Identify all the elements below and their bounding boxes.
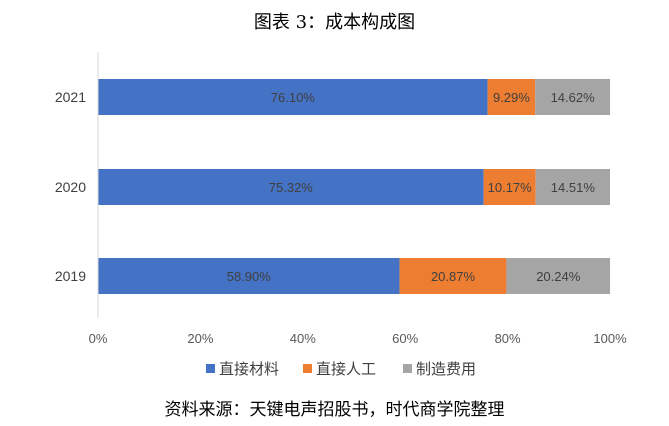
x-tick-label: 20%: [187, 331, 213, 346]
x-tick-label: 80%: [495, 331, 521, 346]
bars-group: [98, 79, 611, 294]
data-label: 58.90%: [227, 269, 272, 284]
x-axis: 0% 20% 40% 60% 80% 100%: [89, 331, 627, 346]
legend-swatch: [403, 364, 412, 373]
y-tick-label: 2020: [55, 179, 86, 195]
data-labels-group: 76.10% 9.29% 14.62% 75.32% 10.17% 14.51% 58.90…: [227, 90, 596, 284]
chart-title: 图表 3：成本构成图: [253, 12, 416, 33]
data-label: 76.10%: [271, 90, 316, 105]
x-tick-label: 60%: [392, 331, 418, 346]
bar-segment: [98, 79, 488, 115]
bar-segment: [98, 258, 400, 294]
legend-label: 直接材料: [219, 360, 279, 378]
x-tick-label: 0%: [89, 331, 108, 346]
y-tick-label: 2021: [55, 89, 86, 105]
data-label: 75.32%: [269, 180, 314, 195]
data-label: 20.24%: [536, 269, 581, 284]
y-tick-label: 2019: [55, 268, 86, 284]
source-note: 资料来源：天键电声招股书，时代商学院整理: [164, 400, 505, 420]
data-label: 9.29%: [493, 90, 530, 105]
bar-segment: [483, 169, 536, 205]
bar-segment: [506, 258, 611, 294]
legend-swatch: [206, 364, 215, 373]
legend: 直接材料 直接人工 制造费用: [206, 360, 476, 378]
legend-label: 直接人工: [316, 360, 376, 378]
data-label: 14.51%: [551, 180, 596, 195]
y-axis: 2021 2020 2019: [55, 52, 99, 318]
x-tick-label: 100%: [593, 331, 627, 346]
data-label: 10.17%: [488, 180, 533, 195]
bar-segment: [487, 79, 536, 115]
bar-segment: [535, 169, 610, 205]
bar-segment: [399, 258, 507, 294]
data-label: 20.87%: [431, 269, 476, 284]
x-tick-label: 40%: [290, 331, 316, 346]
data-label: 14.62%: [551, 90, 596, 105]
legend-label: 制造费用: [416, 360, 476, 378]
bar-segment: [535, 79, 611, 115]
bar-segment: [98, 169, 484, 205]
legend-swatch: [303, 364, 312, 373]
